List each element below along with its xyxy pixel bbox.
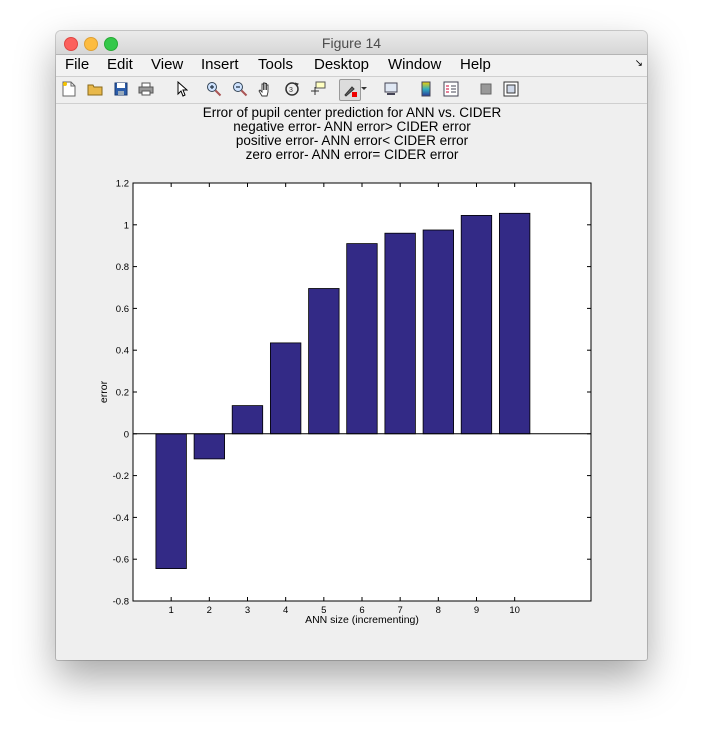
y-tick-label: 1 <box>124 220 129 231</box>
y-tick-label: -0.2 <box>113 471 129 482</box>
menu-help[interactable]: Help <box>460 56 491 73</box>
maximize-window-button[interactable] <box>104 37 118 51</box>
pan-hand-icon[interactable] <box>258 81 274 97</box>
y-tick-label: 0.6 <box>116 304 129 315</box>
x-tick-label: 3 <box>245 605 250 616</box>
brush-dropdown-icon[interactable] <box>359 81 369 97</box>
bar-chart[interactable]: Error of pupil center prediction for ANN… <box>56 104 647 660</box>
menu-window[interactable]: Window <box>388 56 442 73</box>
y-tick-label: 0 <box>124 429 129 440</box>
x-tick-label: 10 <box>509 605 520 616</box>
menu-view[interactable]: View <box>151 56 184 73</box>
bar-9 <box>460 215 493 435</box>
plot-area: Error of pupil center prediction for ANN… <box>56 104 647 660</box>
y-tick-label: 0.8 <box>116 262 129 273</box>
x-tick-label: 6 <box>359 605 364 616</box>
data-cursor-icon[interactable] <box>310 81 326 97</box>
show-plot-tools-icon[interactable] <box>503 81 519 97</box>
bar-6 <box>346 243 378 435</box>
menu-file[interactable]: File <box>65 56 90 73</box>
pointer-icon[interactable] <box>174 81 190 97</box>
menu-dock-arrow-icon[interactable]: ↘ <box>634 58 643 69</box>
y-tick-label: -0.8 <box>113 597 129 608</box>
x-tick-label: 5 <box>321 605 326 616</box>
hide-plot-tools-icon[interactable] <box>478 81 494 97</box>
chart-title: Error of pupil center prediction for ANN… <box>203 105 502 162</box>
y-axis-label: error <box>98 380 110 403</box>
y-tick-label: 0.4 <box>116 346 129 357</box>
rotate-3d-icon[interactable]: 3 <box>284 81 300 97</box>
bar-4 <box>269 342 302 435</box>
y-tick-label: -0.6 <box>113 555 129 566</box>
x-tick-label: 4 <box>283 605 288 616</box>
figure-toolbar: 3 <box>56 77 647 104</box>
bar-3 <box>231 405 264 435</box>
menu-tools[interactable]: Tools <box>258 56 294 73</box>
bar-7 <box>384 232 416 435</box>
x-tick-label: 2 <box>207 605 212 616</box>
x-tick-label: 8 <box>436 605 441 616</box>
chart-title-line-1: Error of pupil center prediction for ANN… <box>203 105 502 120</box>
minimize-window-button[interactable] <box>84 37 98 51</box>
title-bar[interactable]: Figure 14 <box>56 31 647 55</box>
bar-10 <box>498 212 531 435</box>
x-axis-label: ANN size (incrementing) <box>305 614 419 626</box>
y-tick-label: 1.2 <box>116 179 129 190</box>
svg-text:3: 3 <box>289 87 293 94</box>
bar-2 <box>193 433 226 460</box>
print-icon[interactable] <box>138 81 154 97</box>
close-window-button[interactable] <box>64 37 78 51</box>
link-plot-icon[interactable] <box>383 81 399 97</box>
window-title: Figure 14 <box>321 35 382 51</box>
open-folder-icon[interactable] <box>87 81 103 97</box>
menu-desktop[interactable]: Desktop <box>314 56 370 73</box>
zoom-out-icon[interactable] <box>232 81 248 97</box>
x-tick-label: 1 <box>169 605 174 616</box>
menu-insert[interactable]: Insert <box>201 56 239 73</box>
menu-edit[interactable]: Edit <box>107 56 133 73</box>
y-tick-label: 0.2 <box>116 388 129 399</box>
new-file-icon[interactable] <box>61 81 77 97</box>
legend-icon[interactable] <box>443 81 459 97</box>
zoom-in-icon[interactable] <box>206 81 222 97</box>
bar-8 <box>422 229 455 435</box>
figure-window: Figure 14 File Edit View Insert Tools De… <box>56 31 647 660</box>
colorbar-icon[interactable] <box>418 81 434 97</box>
brush-icon[interactable] <box>339 79 361 101</box>
x-tick-label: 7 <box>398 605 403 616</box>
y-tick-label: -0.4 <box>113 513 129 524</box>
chart-title-line-2: negative error- ANN error> CIDER error <box>233 119 471 134</box>
x-tick-label: 9 <box>474 605 479 616</box>
chart-title-line-4: zero error- ANN error= CIDER error <box>246 147 459 162</box>
save-icon[interactable] <box>113 81 129 97</box>
bar-5 <box>308 288 340 435</box>
chart-title-line-3: positive error- ANN error< CIDER error <box>236 133 469 148</box>
bar-1 <box>155 433 187 569</box>
menu-bar: File Edit View Insert Tools Desktop Wind… <box>56 55 647 77</box>
